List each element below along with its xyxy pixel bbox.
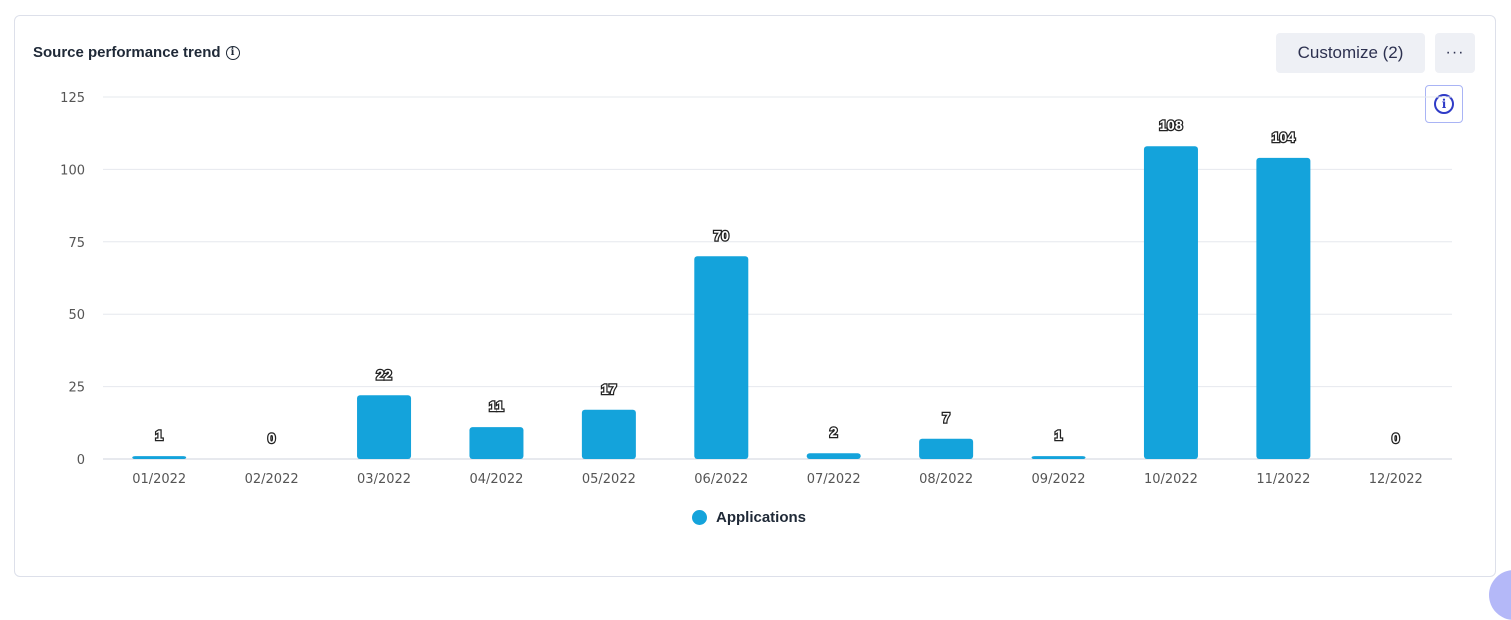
data-label: 0 xyxy=(1392,430,1400,446)
bar[interactable] xyxy=(132,456,187,459)
info-icon[interactable]: i xyxy=(225,45,240,60)
x-tick-label: 12/2022 xyxy=(1369,472,1423,487)
data-label: 7 xyxy=(942,410,950,426)
data-label: 11 xyxy=(489,398,504,414)
x-tick-label: 01/2022 xyxy=(132,472,186,487)
y-tick-label: 0 xyxy=(77,453,85,468)
data-label: 1 xyxy=(155,427,163,443)
x-tick-label: 07/2022 xyxy=(807,472,861,487)
bar[interactable] xyxy=(806,453,861,459)
x-tick-label: 05/2022 xyxy=(582,472,636,487)
bar[interactable] xyxy=(581,409,636,459)
data-label: 2 xyxy=(830,424,838,440)
x-tick-label: 08/2022 xyxy=(919,472,973,487)
bar[interactable] xyxy=(1256,157,1311,460)
bar[interactable] xyxy=(357,395,412,459)
data-label: 0 xyxy=(268,430,276,446)
y-tick-label: 100 xyxy=(60,163,85,178)
x-tick-label: 06/2022 xyxy=(694,472,748,487)
x-tick-label: 09/2022 xyxy=(1032,472,1086,487)
legend-swatch xyxy=(692,510,707,525)
x-tick-label: 04/2022 xyxy=(469,472,523,487)
bar[interactable] xyxy=(469,427,524,459)
x-tick-label: 10/2022 xyxy=(1144,472,1198,487)
y-tick-label: 125 xyxy=(60,91,85,106)
chart-card xyxy=(14,15,1496,577)
data-label: 104 xyxy=(1272,129,1296,145)
data-label: 17 xyxy=(601,381,617,397)
chart-title: Source performance trend i xyxy=(33,44,240,61)
y-tick-label: 75 xyxy=(68,236,85,251)
legend-label: Applications xyxy=(716,509,807,526)
y-tick-label: 25 xyxy=(68,381,85,396)
customize-button[interactable]: Customize (2) xyxy=(1276,33,1425,73)
chart-title-text: Source performance trend xyxy=(33,44,221,61)
data-label: 108 xyxy=(1159,117,1183,133)
bar-chart: 0 25 50 75 100 125 01/2022 1 02/2022 0 03/2022 22 04… xyxy=(60,91,1452,487)
info-button[interactable]: i xyxy=(1425,85,1463,123)
y-tick-label: 50 xyxy=(68,308,85,323)
data-label: 22 xyxy=(376,366,392,382)
bar[interactable] xyxy=(1143,146,1198,459)
info-icon: i xyxy=(1434,94,1454,114)
x-tick-label: 02/2022 xyxy=(245,472,299,487)
legend[interactable]: Applications xyxy=(692,509,806,526)
x-tick-label: 03/2022 xyxy=(357,472,411,487)
more-options-button[interactable]: ··· xyxy=(1435,33,1475,73)
data-label: 1 xyxy=(1055,427,1063,443)
x-tick-label: 11/2022 xyxy=(1256,472,1310,487)
bar[interactable] xyxy=(1031,456,1086,459)
bar[interactable] xyxy=(694,256,749,459)
bar[interactable] xyxy=(919,438,974,459)
data-label: 70 xyxy=(714,227,730,243)
